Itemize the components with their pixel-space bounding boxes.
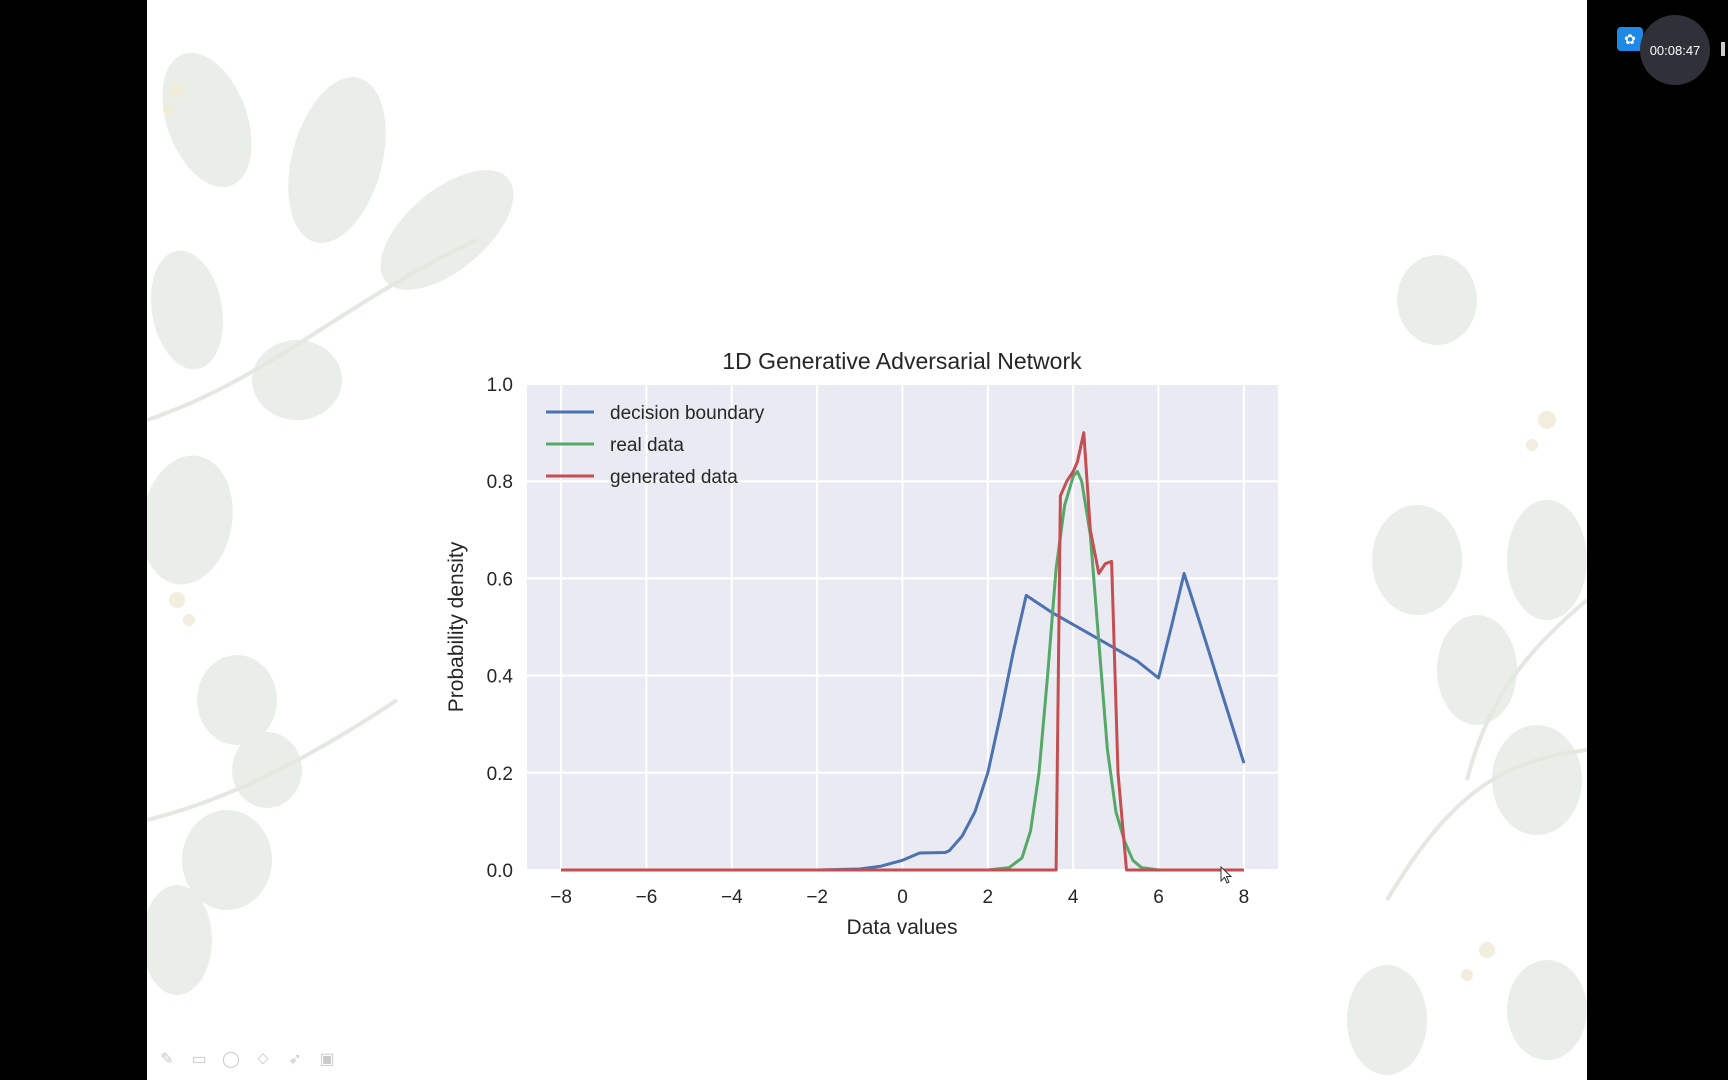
slide-canvas [147,0,1587,1080]
y-tick-label: 1.0 [487,375,513,396]
y-tick-label: 0.0 [487,861,513,882]
x-tick-label: 8 [1239,887,1250,908]
leaf-decoration [147,52,1587,1075]
mouse-cursor-icon [1220,866,1232,884]
chart-title: 1D Generative Adversarial Network [722,348,1082,374]
x-tick-label: −4 [721,887,743,908]
eraser-icon[interactable]: ⬦ [257,1050,269,1067]
legend-label: generated data [610,467,738,488]
edge-handle [1721,42,1725,56]
app-badge-icon[interactable]: ✿ [1617,27,1643,51]
tick-labels: −8 −6 −4 −2 0 2 4 6 8 0.0 0.2 0.4 0.6 0.8 1.0 [487,375,1250,908]
recording-timer[interactable]: 00:08:47 [1640,15,1710,85]
pointer-icon[interactable]: ➶ [288,1051,302,1068]
x-tick-label: −8 [550,887,572,908]
chart-legend: decision boundary real data generated data [546,403,765,488]
x-tick-label: −2 [806,887,828,908]
x-tick-label: 2 [983,887,994,908]
y-tick-label: 0.8 [487,472,513,493]
y-tick-label: 0.6 [487,569,513,590]
y-tick-label: 0.4 [487,667,514,688]
y-axis-label: Probability density [445,541,468,712]
pen-icon[interactable]: ✎ [160,1051,174,1068]
series-line-0 [561,572,1246,872]
x-tick-label: 0 [897,887,908,908]
legend-label: decision boundary [610,403,765,424]
series-lines [561,431,1246,872]
x-tick-label: 4 [1068,887,1079,908]
x-axis-label: Data values [847,916,958,939]
screen-icon[interactable]: ▭ [191,1051,207,1068]
y-tick-label: 0.2 [487,764,513,785]
annotation-toolbar: ✎ ▭ ◯ ⬦ ➶ ▣ [155,1046,339,1072]
lasso-icon[interactable]: ◯ [222,1051,240,1068]
series-line-1 [561,470,1244,872]
x-tick-label: −6 [636,887,658,908]
series-line-2 [561,431,1244,872]
screen-share-icon[interactable]: ▣ [319,1051,335,1068]
x-tick-label: 6 [1153,887,1164,908]
legend-label: real data [610,435,684,456]
